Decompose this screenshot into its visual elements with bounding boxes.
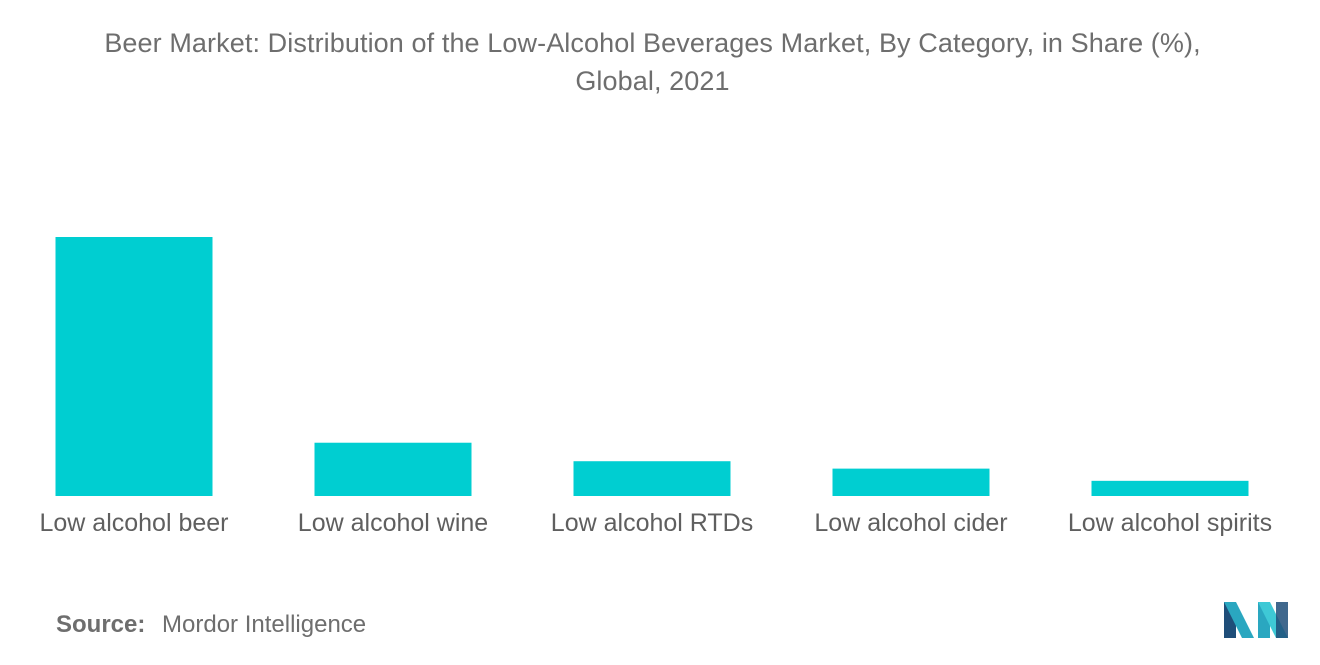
chart-title-line-2: Global, 2021 <box>575 66 730 96</box>
source-note: Source: Mordor Intelligence <box>56 611 366 639</box>
bar-low-alcohol-cider <box>832 468 990 496</box>
source-value: Mordor Intelligence <box>162 611 367 638</box>
bar-low-alcohol-beer <box>55 237 213 496</box>
mordor-intelligence-logo-icon <box>1224 602 1288 638</box>
category-label-low-alcohol-cider: Low alcohol cider <box>814 509 1007 537</box>
category-label-low-alcohol-beer: Low alcohol beer <box>39 509 228 537</box>
source-label: Source: <box>56 611 146 638</box>
bar-low-alcohol-wine <box>314 442 472 496</box>
bar-low-alcohol-rtds <box>573 461 731 496</box>
chart-title-line-1: Beer Market: Distribution of the Low-Alc… <box>104 28 1201 58</box>
category-label-low-alcohol-wine: Low alcohol wine <box>298 509 488 537</box>
category-label-low-alcohol-spirits: Low alcohol spirits <box>1068 509 1272 537</box>
chart-title: Beer Market: Distribution of the Low-Alc… <box>0 24 1305 100</box>
bar-low-alcohol-spirits <box>1091 480 1249 496</box>
category-label-low-alcohol-rtds: Low alcohol RTDs <box>551 509 753 537</box>
